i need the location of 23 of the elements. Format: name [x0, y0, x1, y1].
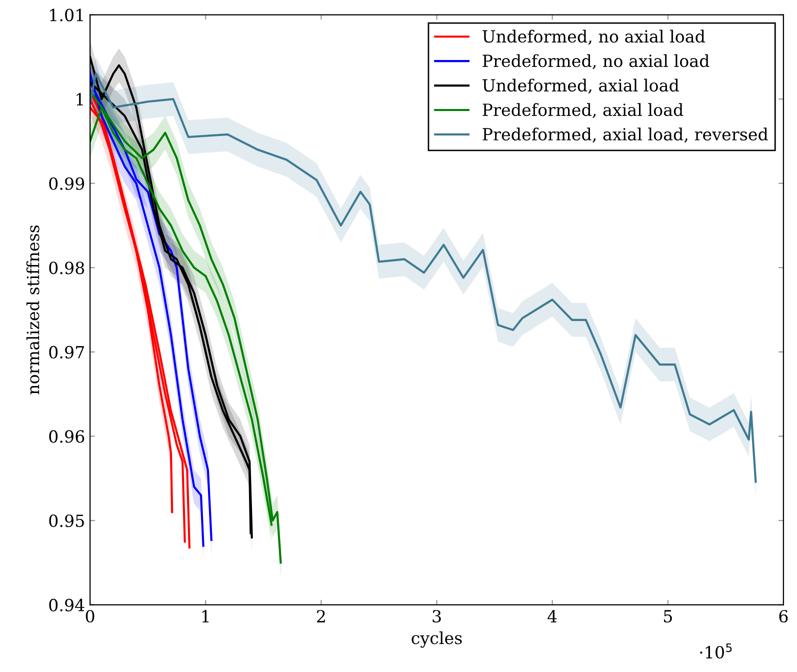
y-tick-label: 1.01	[50, 8, 83, 22]
y-tick-label: 0.97	[49, 346, 84, 359]
legend-label: Predeformed, no axial load	[482, 54, 710, 70]
y-tick-label: 0.99	[49, 177, 84, 190]
x-tick-label: 3	[432, 610, 441, 623]
y-axis-title: normalized stiffness	[26, 225, 40, 394]
x-tick-label: 6	[779, 610, 788, 623]
y-tick-label: 1	[76, 93, 83, 106]
x-tick-label: 0	[86, 610, 94, 623]
y-tick-label: 0.96	[49, 430, 84, 443]
x-tick-label: 5	[664, 610, 672, 623]
y-tick-label: 0.94	[49, 598, 84, 612]
x-axis-title: cycles	[412, 631, 462, 648]
y-tick-label: 0.95	[49, 514, 84, 528]
text: ·10$^{5}$	[700, 643, 732, 659]
legend-label: Predeformed, axial load, reversed	[482, 128, 768, 143]
legend-label: Undeformed, axial load	[482, 78, 679, 94]
legend-label: Predeformed, axial load	[482, 103, 684, 118]
x-tick-label: 1	[202, 610, 209, 622]
x-tick-label: 2	[317, 610, 325, 622]
legend-label: Undeformed, no axial load	[482, 30, 706, 45]
x-tick-label: 4	[548, 610, 557, 622]
y-tick-label: 0.98	[49, 262, 84, 274]
